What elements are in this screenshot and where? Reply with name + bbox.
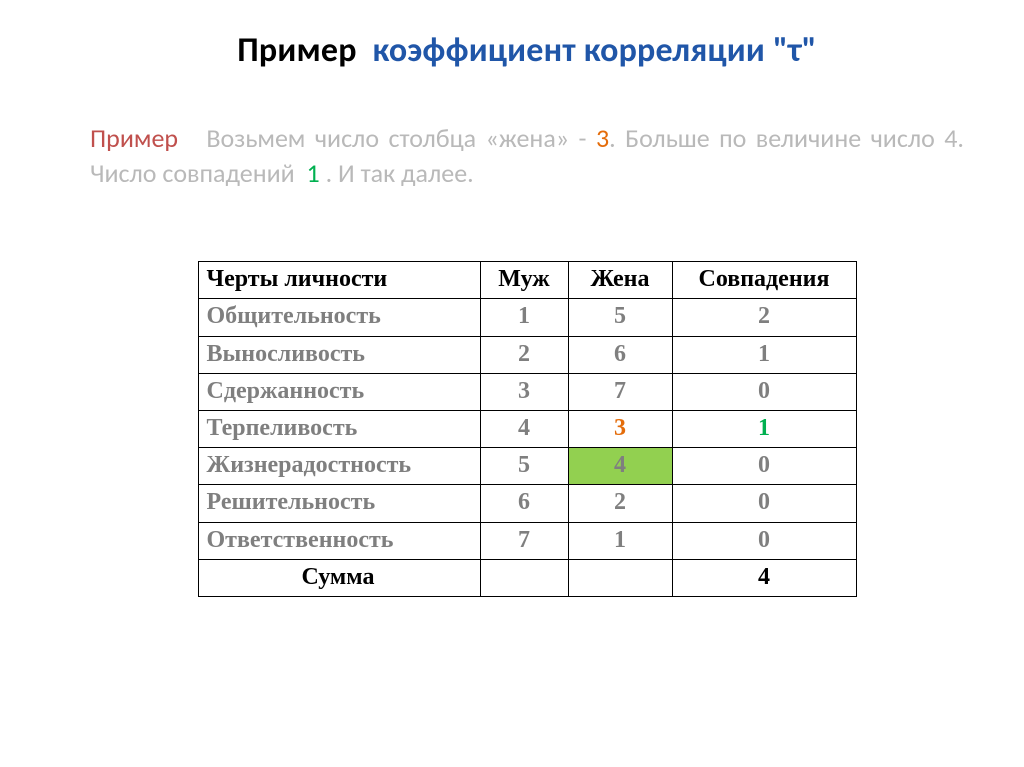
cell-match: 0 [672,373,856,410]
title-part1: Пример [237,30,356,71]
desc-seg3: . И так далее. [326,157,474,189]
table-row: Общительность 1 5 2 [198,299,856,336]
cell-husband: 6 [480,485,568,522]
col-header-husband: Муж [480,262,568,299]
cell-trait: Сдержанность [198,373,480,410]
cell-wife: 5 [568,299,672,336]
correlation-table: Черты личности Муж Жена Совпадения Общит… [198,261,857,597]
table-header-row: Черты личности Муж Жена Совпадения [198,262,856,299]
cell-match: 2 [672,299,856,336]
title-tau: "τ" [773,30,817,71]
desc-seg1: Возьмем число столбца «жена» - [206,122,586,154]
table-row: Жизнерадостность 5 4 0 [198,448,856,485]
sum-empty [568,559,672,596]
table-row: Сдержанность 3 7 0 [198,373,856,410]
cell-husband: 2 [480,336,568,373]
table-row: Выносливость 2 6 1 [198,336,856,373]
cell-trait: Ответственность [198,522,480,559]
col-header-trait: Черты личности [198,262,480,299]
slide-title: Пример коэффициент корреляции "τ" [90,30,964,71]
col-header-match: Совпадения [672,262,856,299]
sum-empty [480,559,568,596]
cell-match: 0 [672,485,856,522]
cell-trait: Решительность [198,485,480,522]
cell-trait: Общительность [198,299,480,336]
table-container: Черты личности Муж Жена Совпадения Общит… [90,261,964,597]
cell-match: 0 [672,448,856,485]
cell-husband: 5 [480,448,568,485]
cell-husband: 7 [480,522,568,559]
cell-husband: 3 [480,373,568,410]
cell-husband: 4 [480,410,568,447]
sum-label: Сумма [198,559,480,596]
cell-match-highlight: 1 [672,410,856,447]
cell-match: 0 [672,522,856,559]
cell-wife: 7 [568,373,672,410]
cell-trait: Жизнерадостность [198,448,480,485]
description-paragraph: Пример Возьмем число столбца «жена» - 3.… [90,121,964,191]
slide: Пример коэффициент корреляции "τ" Пример… [0,0,1024,767]
cell-wife-bg-highlight: 4 [568,448,672,485]
cell-trait: Терпеливость [198,410,480,447]
cell-match: 1 [672,336,856,373]
col-header-wife: Жена [568,262,672,299]
table-row: Ответственность 7 1 0 [198,522,856,559]
desc-num-match: 1 [306,157,319,189]
desc-num-wife: 3 [596,122,609,154]
cell-husband: 1 [480,299,568,336]
title-part2: коэффициент корреляции [372,30,765,71]
sum-value: 4 [672,559,856,596]
table-row: Терпеливость 4 3 1 [198,410,856,447]
table-sum-row: Сумма 4 [198,559,856,596]
cell-wife: 2 [568,485,672,522]
cell-wife: 6 [568,336,672,373]
desc-lead: Пример [90,122,178,154]
cell-wife-highlight: 3 [568,410,672,447]
cell-trait: Выносливость [198,336,480,373]
cell-wife: 1 [568,522,672,559]
table-row: Решительность 6 2 0 [198,485,856,522]
